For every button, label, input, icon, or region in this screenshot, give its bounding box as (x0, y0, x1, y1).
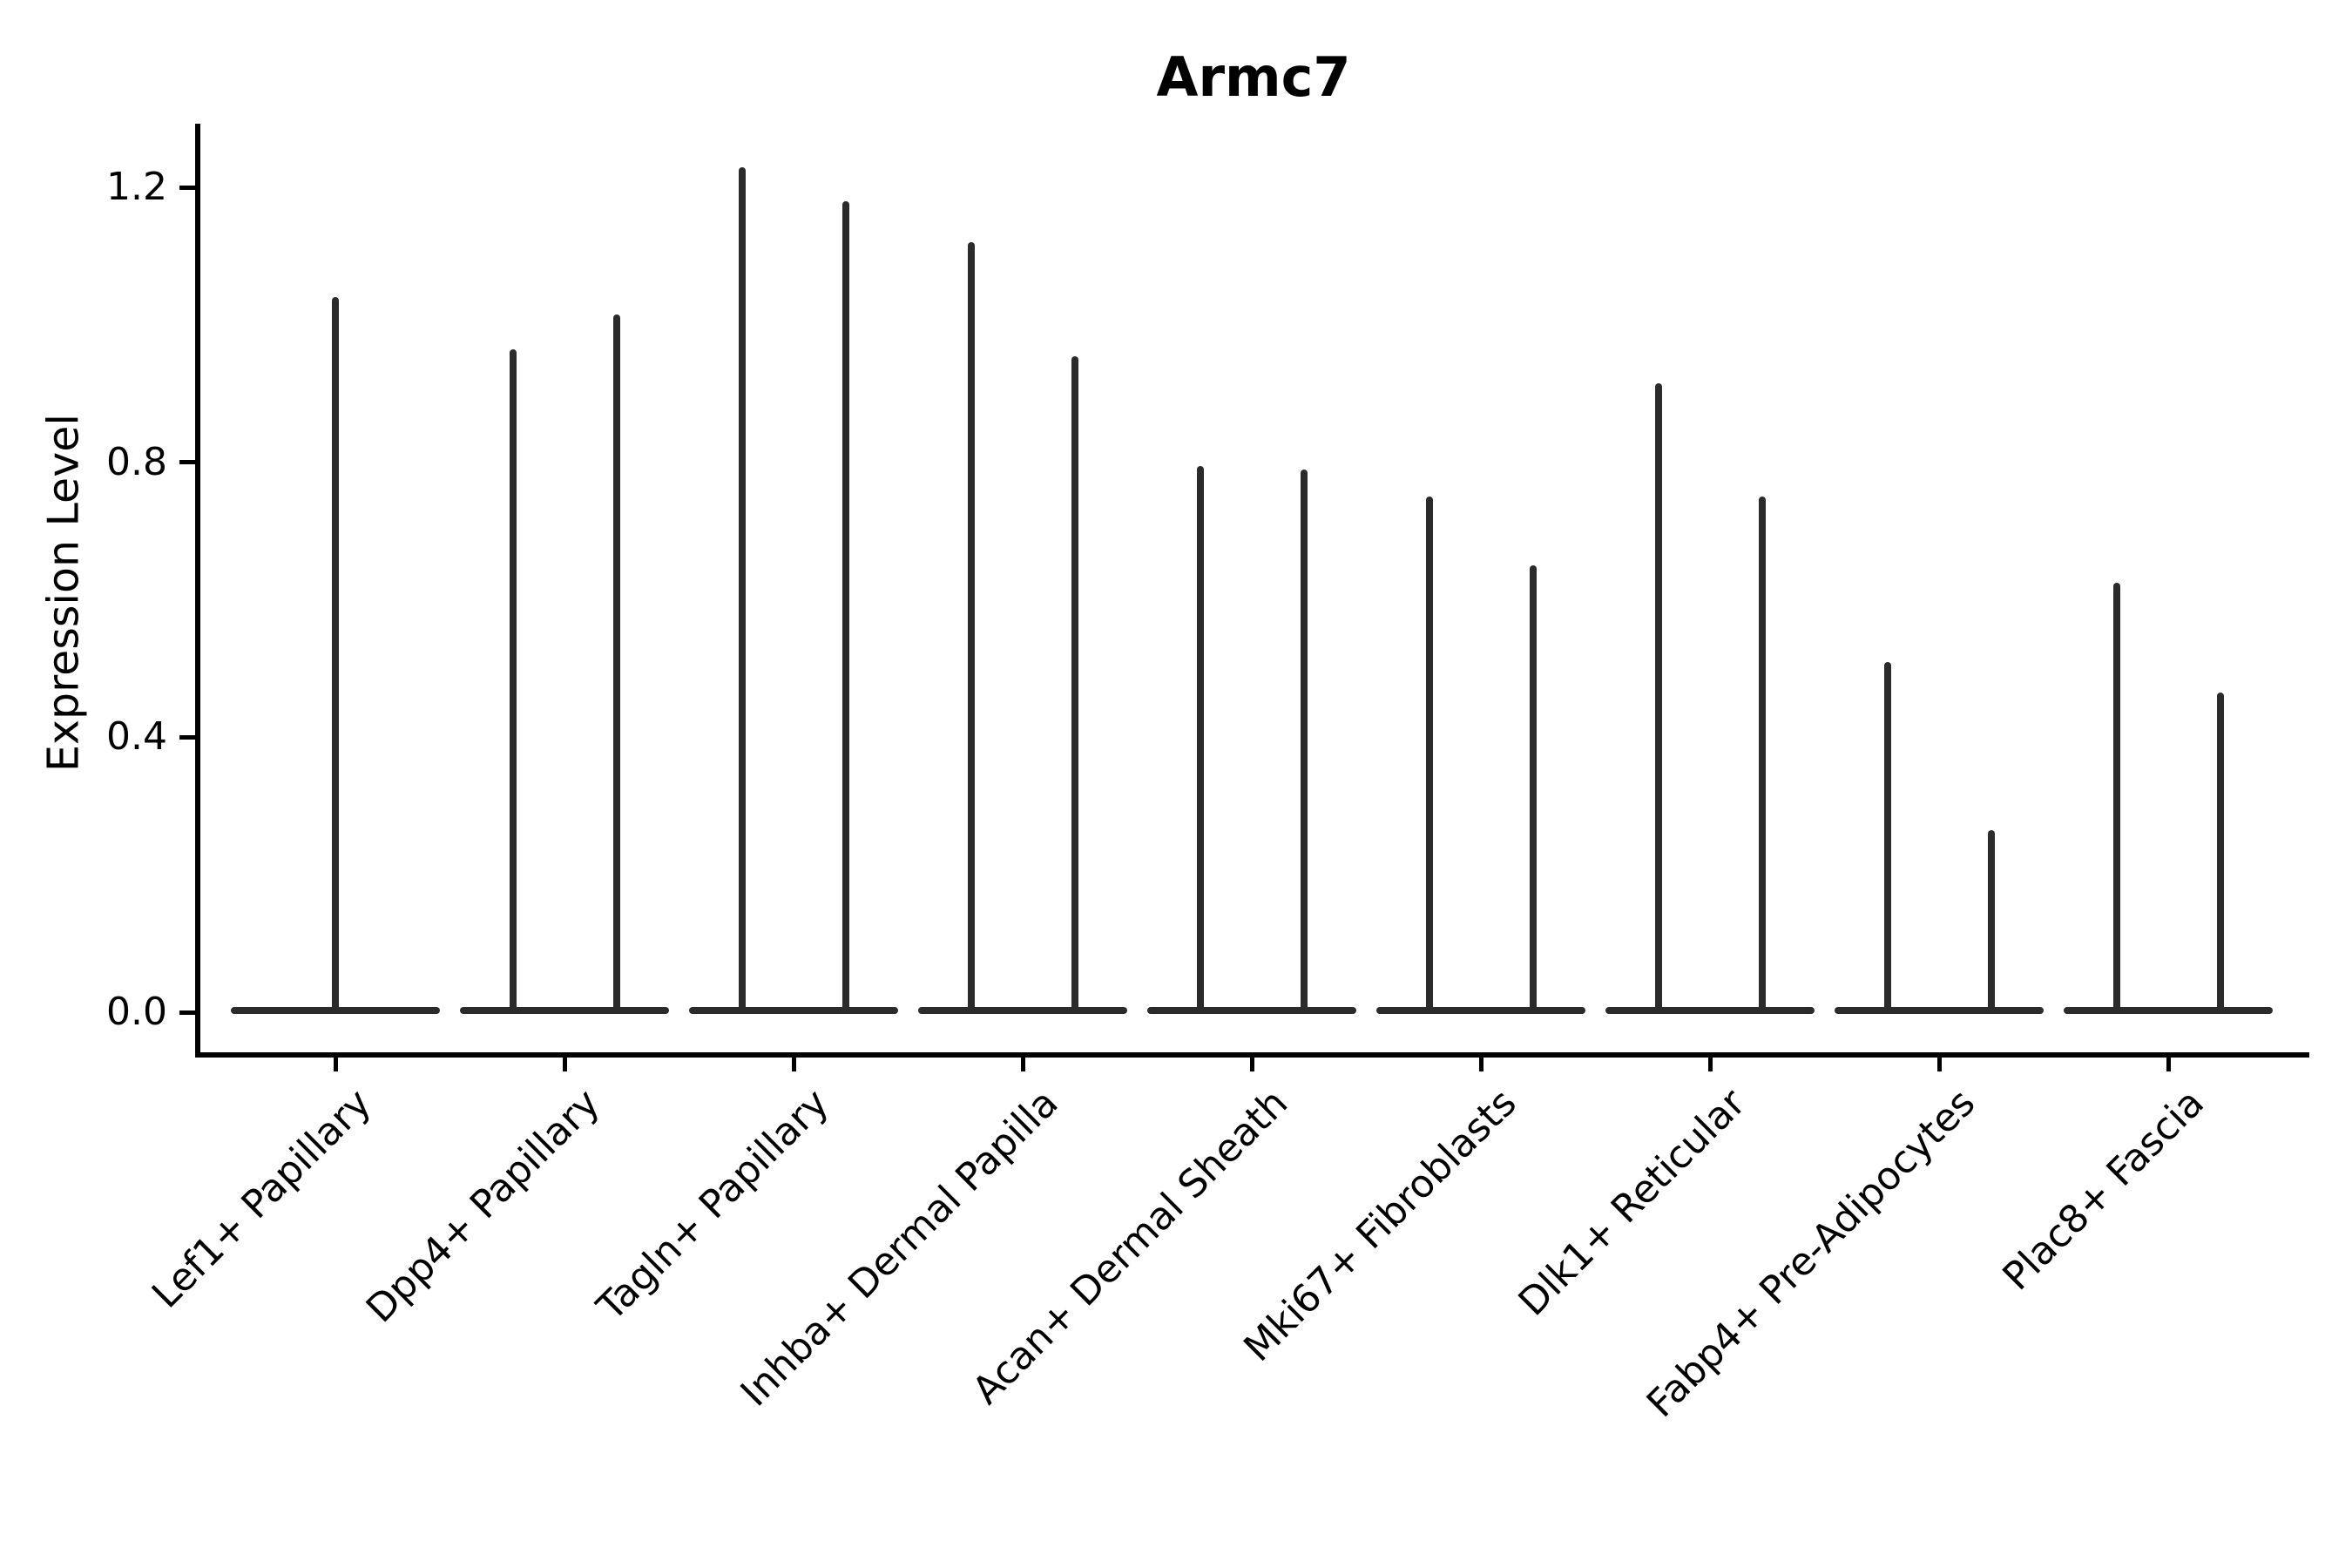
violin-spike (1654, 383, 1662, 1014)
violin-spike (967, 242, 975, 1014)
y-tick-mark (179, 185, 198, 190)
x-tick-label: Plac8+ Fascia (1994, 1080, 2213, 1300)
violin-spike (2112, 582, 2120, 1014)
violin-spike (2216, 693, 2224, 1014)
x-tick-mark (333, 1058, 338, 1071)
bottom-axis-spine (195, 1052, 2309, 1058)
violin-spike (612, 314, 620, 1014)
y-axis-label: Expression Level (38, 414, 89, 772)
x-tick-mark (2166, 1058, 2171, 1071)
violin-spike (1071, 355, 1078, 1014)
y-tick-mark (179, 460, 198, 465)
x-tick-label: Dpp4+ Papillary (357, 1080, 609, 1332)
x-tick-label: Tagln+ Papillary (589, 1080, 838, 1330)
violin-spike (738, 166, 746, 1014)
violin-base (689, 1007, 899, 1014)
left-axis-spine (195, 124, 200, 1058)
violin-base (1835, 1007, 2044, 1014)
x-tick-mark (1020, 1058, 1025, 1071)
x-tick-mark (1249, 1058, 1254, 1071)
y-tick-mark (179, 1010, 198, 1015)
y-tick-label: 0.0 (106, 990, 167, 1034)
y-tick-label: 0.8 (106, 439, 167, 484)
violin-spike (1758, 497, 1766, 1015)
x-tick-label: Lef1+ Papillary (143, 1080, 380, 1317)
violin-spike (1529, 565, 1537, 1014)
y-tick-label: 0.4 (106, 714, 167, 760)
chart-title: Armc7 (1156, 45, 1351, 109)
violin-spike (509, 348, 517, 1014)
violin-base (460, 1007, 669, 1014)
violin-spike (1425, 497, 1433, 1015)
x-tick-mark (1936, 1058, 1942, 1071)
y-tick-mark (179, 734, 198, 740)
x-tick-label: Dlk1+ Reticular (1510, 1080, 1754, 1325)
violin-base (1605, 1007, 1815, 1014)
violin-spike (1883, 661, 1891, 1014)
violin-spike (1987, 829, 1995, 1014)
violin-base (2064, 1007, 2274, 1014)
violin-spike (1300, 469, 1308, 1014)
x-tick-mark (1707, 1058, 1713, 1071)
x-tick-mark (562, 1058, 567, 1071)
x-tick-mark (791, 1058, 796, 1071)
violin-spike (332, 297, 339, 1014)
violin-spike (841, 201, 849, 1014)
y-tick-label: 1.2 (106, 165, 167, 210)
x-tick-mark (1478, 1058, 1484, 1071)
violin-base (1376, 1007, 1586, 1014)
violin-base (918, 1007, 1128, 1014)
violin-base (1147, 1007, 1357, 1014)
violin-spike (1196, 465, 1204, 1014)
